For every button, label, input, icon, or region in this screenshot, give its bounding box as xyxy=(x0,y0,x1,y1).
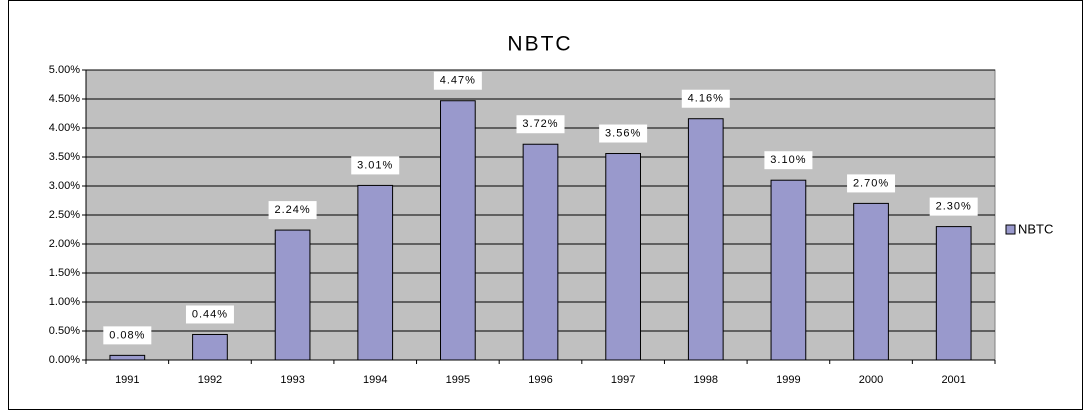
x-tick-label: 1994 xyxy=(363,374,387,386)
data-label: 2.24% xyxy=(274,204,310,216)
data-label-box xyxy=(103,326,152,345)
data-label-box xyxy=(599,124,648,143)
data-label: 4.47% xyxy=(440,75,476,87)
legend-label: NBTC xyxy=(1018,221,1053,236)
bar xyxy=(274,229,311,361)
bar xyxy=(605,153,641,361)
bar xyxy=(440,100,476,361)
data-label-box xyxy=(351,156,400,175)
data-label: 2.30% xyxy=(936,201,972,213)
data-label: 3.56% xyxy=(605,127,641,139)
data-label: 4.16% xyxy=(688,93,724,105)
y-tick-label: 1.00% xyxy=(49,296,80,308)
data-label-box xyxy=(516,115,565,134)
data-label: 3.10% xyxy=(770,154,806,166)
x-tick-label: 1996 xyxy=(528,374,552,386)
x-tick-label: 1992 xyxy=(198,374,222,386)
y-tick-label: 4.50% xyxy=(49,93,80,105)
x-tick-label: 1995 xyxy=(446,374,470,386)
data-label-box xyxy=(433,71,482,90)
x-tick-label: 1997 xyxy=(611,374,635,386)
y-tick-label: 4.00% xyxy=(49,122,80,134)
bar xyxy=(935,226,972,361)
bar xyxy=(522,143,559,361)
data-label: 3.01% xyxy=(357,159,393,171)
x-tick-label: 1991 xyxy=(115,374,139,386)
y-tick-label: 2.00% xyxy=(49,238,80,250)
data-label-box xyxy=(681,89,730,108)
y-tick-label: 3.50% xyxy=(49,151,80,163)
bar xyxy=(109,354,146,361)
data-label-box xyxy=(185,305,234,324)
y-tick-label: 3.00% xyxy=(49,180,80,192)
bar xyxy=(192,333,228,361)
x-tick-label: 1999 xyxy=(776,374,800,386)
bar xyxy=(357,184,394,361)
chart-title: NBTC xyxy=(507,33,572,56)
data-label: 2.70% xyxy=(853,177,889,189)
bar xyxy=(770,179,807,361)
legend-swatch xyxy=(1005,224,1016,235)
bar xyxy=(853,202,889,361)
y-tick-label: 1.50% xyxy=(49,267,80,279)
y-tick-label: 0.50% xyxy=(49,325,80,337)
data-label: 0.08% xyxy=(109,329,145,341)
data-label-box xyxy=(764,151,813,170)
x-tick-label: 2001 xyxy=(941,374,965,386)
bar xyxy=(687,118,724,361)
data-label-box xyxy=(847,174,896,193)
x-tick-label: 1998 xyxy=(694,374,718,386)
data-label: 3.72% xyxy=(522,118,558,130)
x-tick-label: 1993 xyxy=(280,374,304,386)
data-label: 0.44% xyxy=(192,308,228,320)
y-tick-label: 5.00% xyxy=(49,64,80,76)
y-tick-label: 0.00% xyxy=(49,354,80,366)
data-label-box xyxy=(268,201,317,220)
x-tick-label: 2000 xyxy=(859,374,883,386)
data-label-box xyxy=(929,197,978,216)
y-tick-label: 2.50% xyxy=(49,209,80,221)
